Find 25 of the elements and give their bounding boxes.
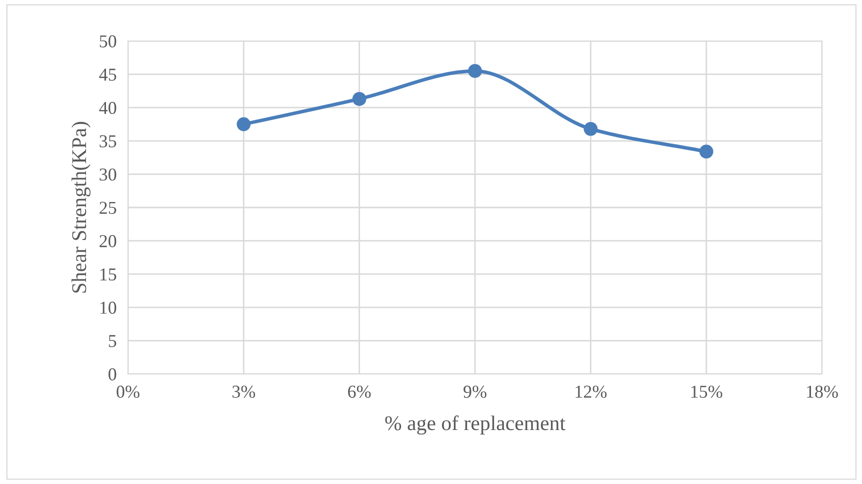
x-tick-label: 12%: [576, 386, 607, 398]
x-axis-title: % age of replacement: [385, 415, 566, 435]
point: [584, 122, 598, 136]
x-tick-label: 18%: [807, 386, 838, 398]
x-tick-label: 6%: [348, 386, 371, 398]
y-tick-label: 40: [99, 102, 116, 114]
y-tick-label: 30: [100, 168, 116, 181]
y-tick-label: 5: [108, 335, 116, 348]
y-tick-label: 20: [100, 235, 116, 248]
y-tick-label: 10: [100, 302, 116, 314]
y-tick-label: 0: [108, 368, 116, 380]
point: [352, 92, 366, 106]
y-tick-label: 15: [100, 268, 116, 281]
point: [699, 144, 714, 158]
x-tick-label: 3%: [232, 386, 256, 398]
y-tick-label: 50: [100, 35, 116, 48]
point: [236, 117, 251, 132]
x-tick-label: 15%: [691, 386, 722, 398]
y-tick-label: 45: [99, 68, 116, 81]
y-axis-title: Shear Strength(KPa): [72, 122, 90, 293]
x-tick-label: 9%: [464, 386, 486, 398]
y-tick-label: 25: [100, 202, 116, 214]
x-tick-label: 0%: [116, 386, 140, 398]
y-tick-label: 35: [100, 135, 116, 148]
point: [468, 64, 482, 78]
